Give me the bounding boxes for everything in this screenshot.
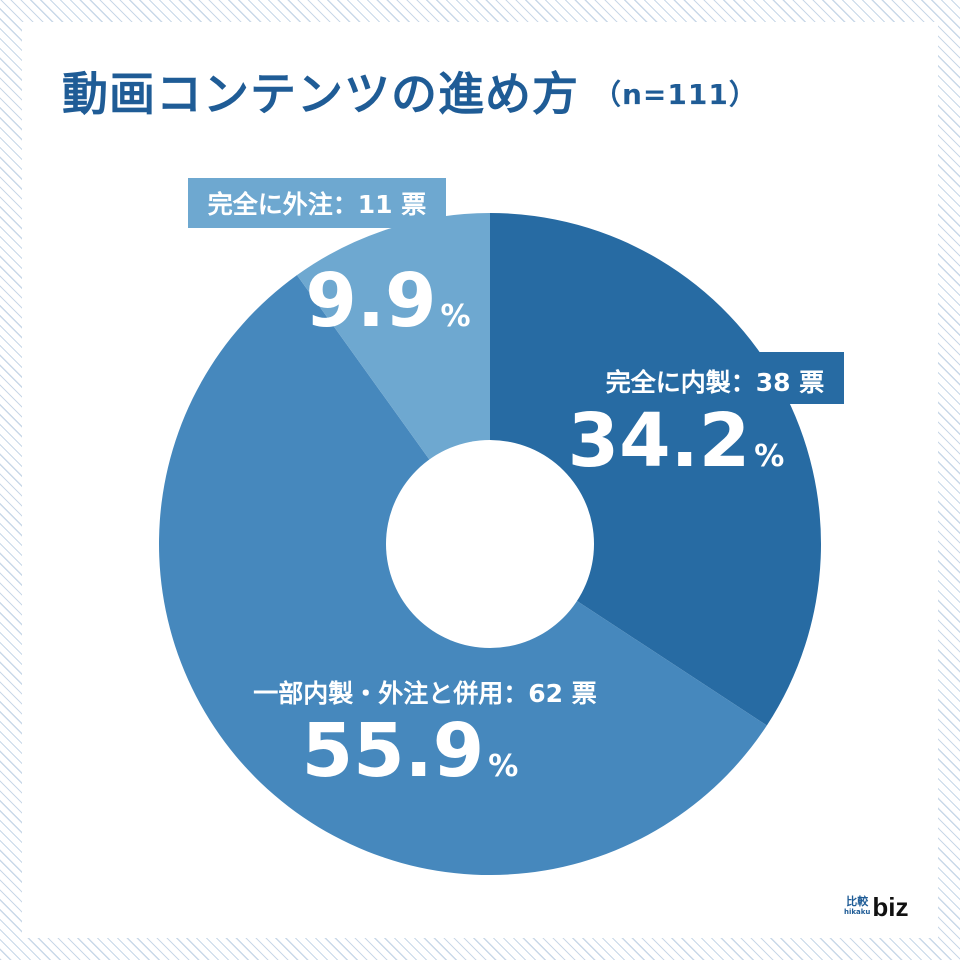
- chart-title-main: 動画コンテンツの進め方: [62, 67, 579, 121]
- slice-percent-label: 34.2%: [568, 398, 785, 484]
- slice-percent-label: 9.9%: [305, 258, 470, 344]
- slice-percent-value: 55.9: [302, 708, 485, 794]
- slice-category-label: 一部内製・外注と併用：62 票: [253, 679, 597, 708]
- slice-category-label: 完全に外注：11 票: [208, 190, 427, 219]
- slice-percent-value: 34.2: [568, 398, 751, 484]
- logo-brand-text: biz: [872, 892, 909, 922]
- slice-percent-sign: %: [754, 439, 784, 474]
- slice-percent-label: 55.9%: [302, 708, 519, 794]
- logo-kanji-text: 比較: [846, 895, 869, 908]
- slice-percent-sign: %: [441, 299, 471, 334]
- slice-category-label: 完全に内製：38 票: [606, 368, 825, 397]
- slice-label-tag: [586, 352, 844, 404]
- logo-kanji: 比較 hikaku: [844, 896, 870, 918]
- sample-size-label: （n=111）: [593, 78, 758, 111]
- hikaku-biz-logo: 比較 hikaku biz: [844, 892, 909, 924]
- donut-center-hole: [386, 440, 594, 648]
- logo-romaji-text: hikaku: [844, 908, 871, 916]
- slice-percent-sign: %: [488, 749, 518, 784]
- slice-percent-value: 9.9: [305, 258, 436, 344]
- chart-title: 動画コンテンツの進め方 （n=111）: [62, 58, 758, 124]
- slice-label-tag: [188, 178, 446, 228]
